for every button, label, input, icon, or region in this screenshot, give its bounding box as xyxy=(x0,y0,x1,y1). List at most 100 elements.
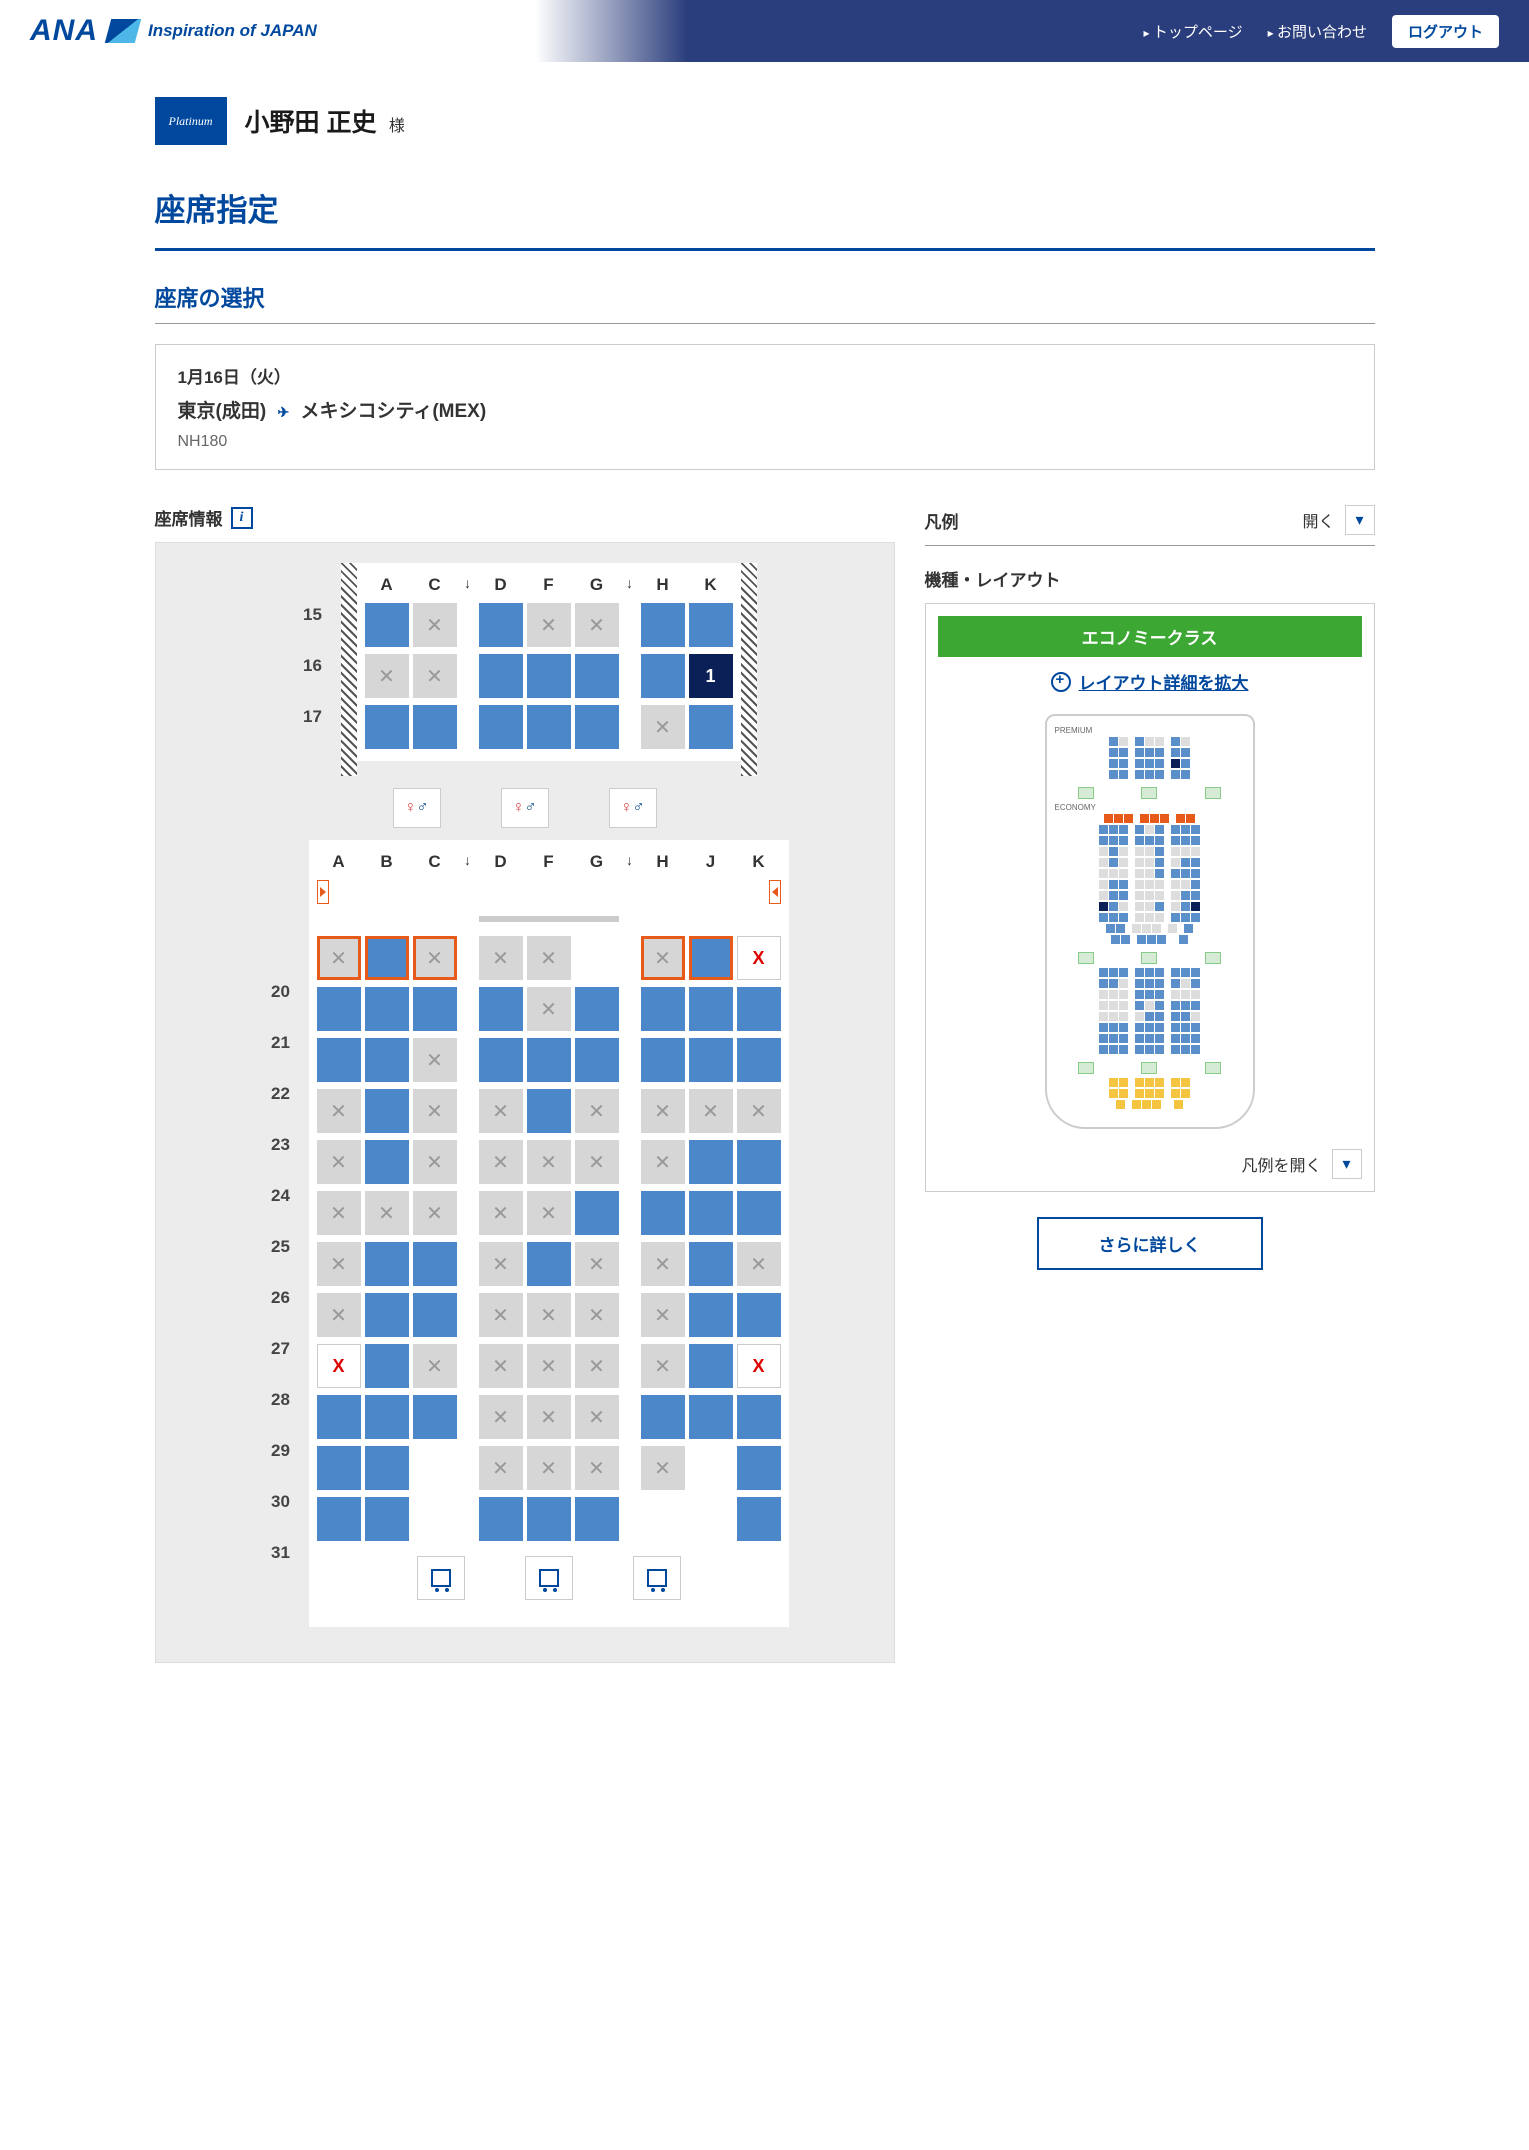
seat[interactable] xyxy=(737,1395,781,1439)
column-label: H xyxy=(641,575,685,595)
seat[interactable] xyxy=(317,1497,361,1541)
seat[interactable] xyxy=(365,1446,409,1490)
seat[interactable] xyxy=(689,1293,733,1337)
flight-date: 1月16日（火） xyxy=(178,363,1352,388)
seat[interactable] xyxy=(575,1038,619,1082)
seat[interactable] xyxy=(527,1497,571,1541)
seat[interactable] xyxy=(479,603,523,647)
legend-header: 凡例 開く ▾ xyxy=(925,505,1375,546)
seat[interactable] xyxy=(365,1395,409,1439)
seat[interactable] xyxy=(689,1191,733,1235)
seat[interactable] xyxy=(479,987,523,1031)
seat[interactable] xyxy=(689,603,733,647)
seat xyxy=(641,1344,685,1388)
seat[interactable] xyxy=(527,705,571,749)
seat[interactable] xyxy=(413,1395,457,1439)
logout-button[interactable]: ログアウト xyxy=(1392,15,1499,48)
seat xyxy=(317,1242,361,1286)
seat[interactable] xyxy=(689,987,733,1031)
seat[interactable] xyxy=(365,936,409,980)
seat[interactable] xyxy=(575,654,619,698)
seat xyxy=(575,936,619,980)
seat[interactable] xyxy=(413,705,457,749)
seat xyxy=(479,1395,523,1439)
seat[interactable] xyxy=(527,1089,571,1133)
seat[interactable] xyxy=(689,1140,733,1184)
seat[interactable] xyxy=(365,705,409,749)
seat[interactable] xyxy=(737,1140,781,1184)
info-icon[interactable]: i xyxy=(231,507,253,529)
mini-seatmap[interactable]: PREMIUMECONOMY xyxy=(1045,714,1255,1129)
seat[interactable] xyxy=(365,1497,409,1541)
seat[interactable] xyxy=(641,603,685,647)
seat[interactable] xyxy=(527,1038,571,1082)
seat[interactable] xyxy=(413,1293,457,1337)
lavatory-row: ♀♂ ♀♂ ♀♂ xyxy=(393,776,657,840)
seat[interactable] xyxy=(689,705,733,749)
seat[interactable] xyxy=(527,654,571,698)
seat[interactable] xyxy=(365,1140,409,1184)
row-number: 29 xyxy=(261,1429,301,1473)
seat[interactable] xyxy=(641,987,685,1031)
more-details-button[interactable]: さらに詳しく xyxy=(1037,1217,1263,1270)
zoom-layout-link[interactable]: レイアウト詳細を拡大 xyxy=(938,669,1362,694)
seat[interactable] xyxy=(641,654,685,698)
origin: 東京(成田) xyxy=(178,401,267,422)
seat[interactable] xyxy=(575,1497,619,1541)
seat[interactable] xyxy=(737,1497,781,1541)
seat[interactable] xyxy=(365,1344,409,1388)
seat[interactable] xyxy=(689,1395,733,1439)
seat xyxy=(689,1497,733,1541)
seat[interactable] xyxy=(641,1191,685,1235)
seat xyxy=(575,603,619,647)
seat[interactable] xyxy=(365,1089,409,1133)
row-number: 24 xyxy=(261,1174,301,1218)
row-number: 28 xyxy=(261,1378,301,1422)
seat[interactable] xyxy=(737,1446,781,1490)
seat[interactable] xyxy=(641,1038,685,1082)
seat[interactable] xyxy=(365,1038,409,1082)
seat[interactable] xyxy=(317,1038,361,1082)
seat[interactable] xyxy=(317,1395,361,1439)
seat[interactable] xyxy=(365,1293,409,1337)
seat[interactable] xyxy=(689,1038,733,1082)
seat[interactable] xyxy=(317,987,361,1031)
contact-link[interactable]: お問い合わせ xyxy=(1268,21,1367,42)
seat[interactable] xyxy=(317,1446,361,1490)
seat[interactable] xyxy=(479,705,523,749)
top-page-link[interactable]: トップページ xyxy=(1144,21,1243,42)
seat[interactable] xyxy=(689,1242,733,1286)
row-number: 27 xyxy=(261,1327,301,1371)
seat[interactable] xyxy=(479,1038,523,1082)
seat[interactable] xyxy=(737,1293,781,1337)
chevron-down-icon[interactable]: ▾ xyxy=(1345,505,1375,535)
seat[interactable] xyxy=(689,1344,733,1388)
lavatory-icon: ♀♂ xyxy=(393,788,441,828)
seat[interactable] xyxy=(575,705,619,749)
seat[interactable] xyxy=(479,1497,523,1541)
row-number: 31 xyxy=(261,1531,301,1575)
seat[interactable] xyxy=(689,936,733,980)
seat[interactable] xyxy=(413,987,457,1031)
seat[interactable] xyxy=(365,987,409,1031)
seat[interactable] xyxy=(737,987,781,1031)
column-label: J xyxy=(689,852,733,872)
seat xyxy=(413,1191,457,1235)
seat xyxy=(641,1497,685,1541)
chevron-down-icon[interactable]: ▾ xyxy=(1332,1149,1362,1179)
seat[interactable] xyxy=(413,1242,457,1286)
seat[interactable] xyxy=(575,987,619,1031)
seat[interactable] xyxy=(479,654,523,698)
seat xyxy=(413,1344,457,1388)
seat[interactable] xyxy=(365,603,409,647)
seat[interactable] xyxy=(737,1191,781,1235)
seat[interactable]: 1 xyxy=(689,654,733,698)
seat[interactable] xyxy=(641,1395,685,1439)
seat[interactable] xyxy=(365,1242,409,1286)
seat[interactable] xyxy=(737,1038,781,1082)
seat[interactable] xyxy=(575,1191,619,1235)
seat xyxy=(413,603,457,647)
seat[interactable] xyxy=(527,1242,571,1286)
seat xyxy=(527,1293,571,1337)
front-cabin: 151617 AC↓DFG↓HK 1 ♀♂ xyxy=(293,563,757,840)
